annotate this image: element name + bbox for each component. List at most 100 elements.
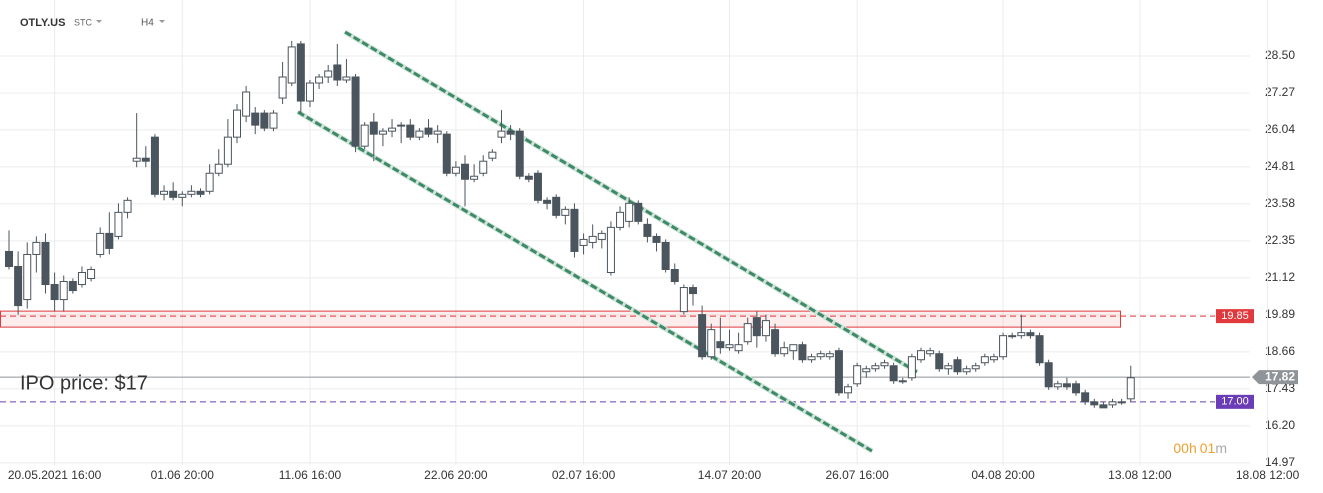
interval[interactable]: H4 — [141, 18, 154, 29]
candle-body — [251, 112, 260, 126]
x-tick-label: 20.05.2021 16:00 — [8, 468, 102, 482]
candle-body — [68, 281, 77, 292]
candle-body — [743, 323, 752, 343]
candle-body — [989, 356, 998, 361]
candle-body — [698, 314, 707, 358]
candle-body — [780, 347, 789, 355]
candle-body — [287, 46, 296, 84]
candle-body — [41, 241, 50, 286]
candle-body — [752, 317, 761, 337]
y-tick-label: 21.12 — [1265, 270, 1295, 284]
candle-body — [296, 43, 305, 102]
x-tick-label: 22.06 20:00 — [424, 468, 488, 482]
candle-body — [634, 202, 643, 222]
candle-body — [242, 91, 251, 117]
candle-body — [515, 130, 524, 177]
candle-body — [32, 241, 41, 255]
level-badge — [1216, 394, 1254, 409]
candle-body — [798, 344, 807, 361]
candle-body — [917, 350, 925, 361]
candle-body — [77, 272, 86, 286]
x-tick-label: 02.07 16:00 — [552, 468, 616, 482]
candle-body — [1108, 401, 1117, 406]
candle-body — [233, 109, 241, 138]
candle-body — [150, 136, 159, 195]
candle-body — [114, 211, 123, 237]
candles — [5, 40, 1135, 409]
candle-body — [880, 362, 889, 367]
level-badge — [1252, 370, 1298, 385]
level-label: 17.00 — [1221, 396, 1249, 408]
candle-body — [1099, 404, 1108, 409]
ipo-annotation: IPO price: $17 — [20, 372, 148, 394]
exchange[interactable]: STC — [74, 17, 93, 27]
candle-body — [315, 76, 324, 84]
candle-body — [369, 121, 378, 135]
level-badge — [1216, 309, 1254, 324]
candle-body — [1081, 392, 1090, 403]
candle-body — [853, 365, 862, 385]
candle-body — [597, 232, 606, 240]
candle-body — [59, 281, 68, 301]
candle-body — [388, 127, 397, 132]
candle-body — [953, 359, 962, 373]
candle-body — [488, 151, 497, 159]
candle-body — [360, 124, 369, 147]
candle-body — [725, 344, 734, 349]
y-tick-label: 27.27 — [1265, 85, 1295, 99]
candle-body — [187, 190, 196, 195]
candle-body — [260, 112, 269, 129]
candle-body — [278, 76, 287, 99]
candle-body — [141, 157, 150, 162]
candle-body — [716, 341, 725, 349]
candle-body — [178, 193, 187, 198]
candle-body — [588, 235, 597, 243]
candle-body — [898, 380, 907, 383]
candle-body — [378, 130, 387, 135]
candle-body — [707, 329, 716, 358]
candle-body — [506, 130, 515, 135]
candle-body — [643, 223, 652, 237]
candle-body — [907, 356, 916, 379]
symbol: OTLY.US — [20, 17, 65, 29]
candle-body — [442, 133, 451, 174]
dropdown-caret[interactable] — [159, 20, 165, 23]
candle-body — [333, 64, 342, 81]
candle-body — [524, 175, 533, 180]
candle-body — [1044, 362, 1053, 388]
candle-body — [324, 70, 333, 78]
candle-body — [844, 386, 853, 394]
candle-body — [625, 202, 634, 222]
candle-body — [342, 76, 351, 81]
candle-body — [825, 353, 834, 358]
y-tick-label: 28.50 — [1265, 48, 1295, 62]
candle-body — [96, 232, 105, 255]
candle-body — [1026, 332, 1035, 337]
y-tick-label: 24.81 — [1265, 159, 1295, 173]
zone — [0, 310, 1121, 328]
candle-body — [1017, 332, 1026, 337]
dropdown-caret[interactable] — [96, 20, 102, 23]
candle-body — [944, 365, 953, 370]
countdown-minutes: 01 — [1200, 440, 1216, 456]
candle-body — [689, 287, 697, 295]
grid: 14.97 16.20 17.43 18.66 19.89 21.12 22.35 23.58… — [0, 0, 1300, 482]
x-tick-label: 26.07 16:00 — [825, 468, 889, 482]
candle-body — [397, 124, 406, 127]
candle-body — [1072, 383, 1081, 394]
candle-body — [214, 163, 223, 174]
candle-body — [50, 284, 59, 301]
y-tick-label: 16.20 — [1265, 418, 1295, 432]
candle-body — [789, 344, 798, 352]
candle-body — [679, 287, 688, 313]
candle-body — [1090, 401, 1099, 406]
candle-body — [160, 190, 169, 195]
candle-body — [543, 199, 552, 204]
candle-body — [579, 238, 588, 246]
candle-body — [606, 226, 615, 274]
candle-body — [497, 130, 506, 138]
candle-body — [123, 199, 132, 213]
candle-body — [415, 130, 424, 138]
candle-body — [424, 127, 433, 135]
candle-body — [652, 235, 661, 243]
